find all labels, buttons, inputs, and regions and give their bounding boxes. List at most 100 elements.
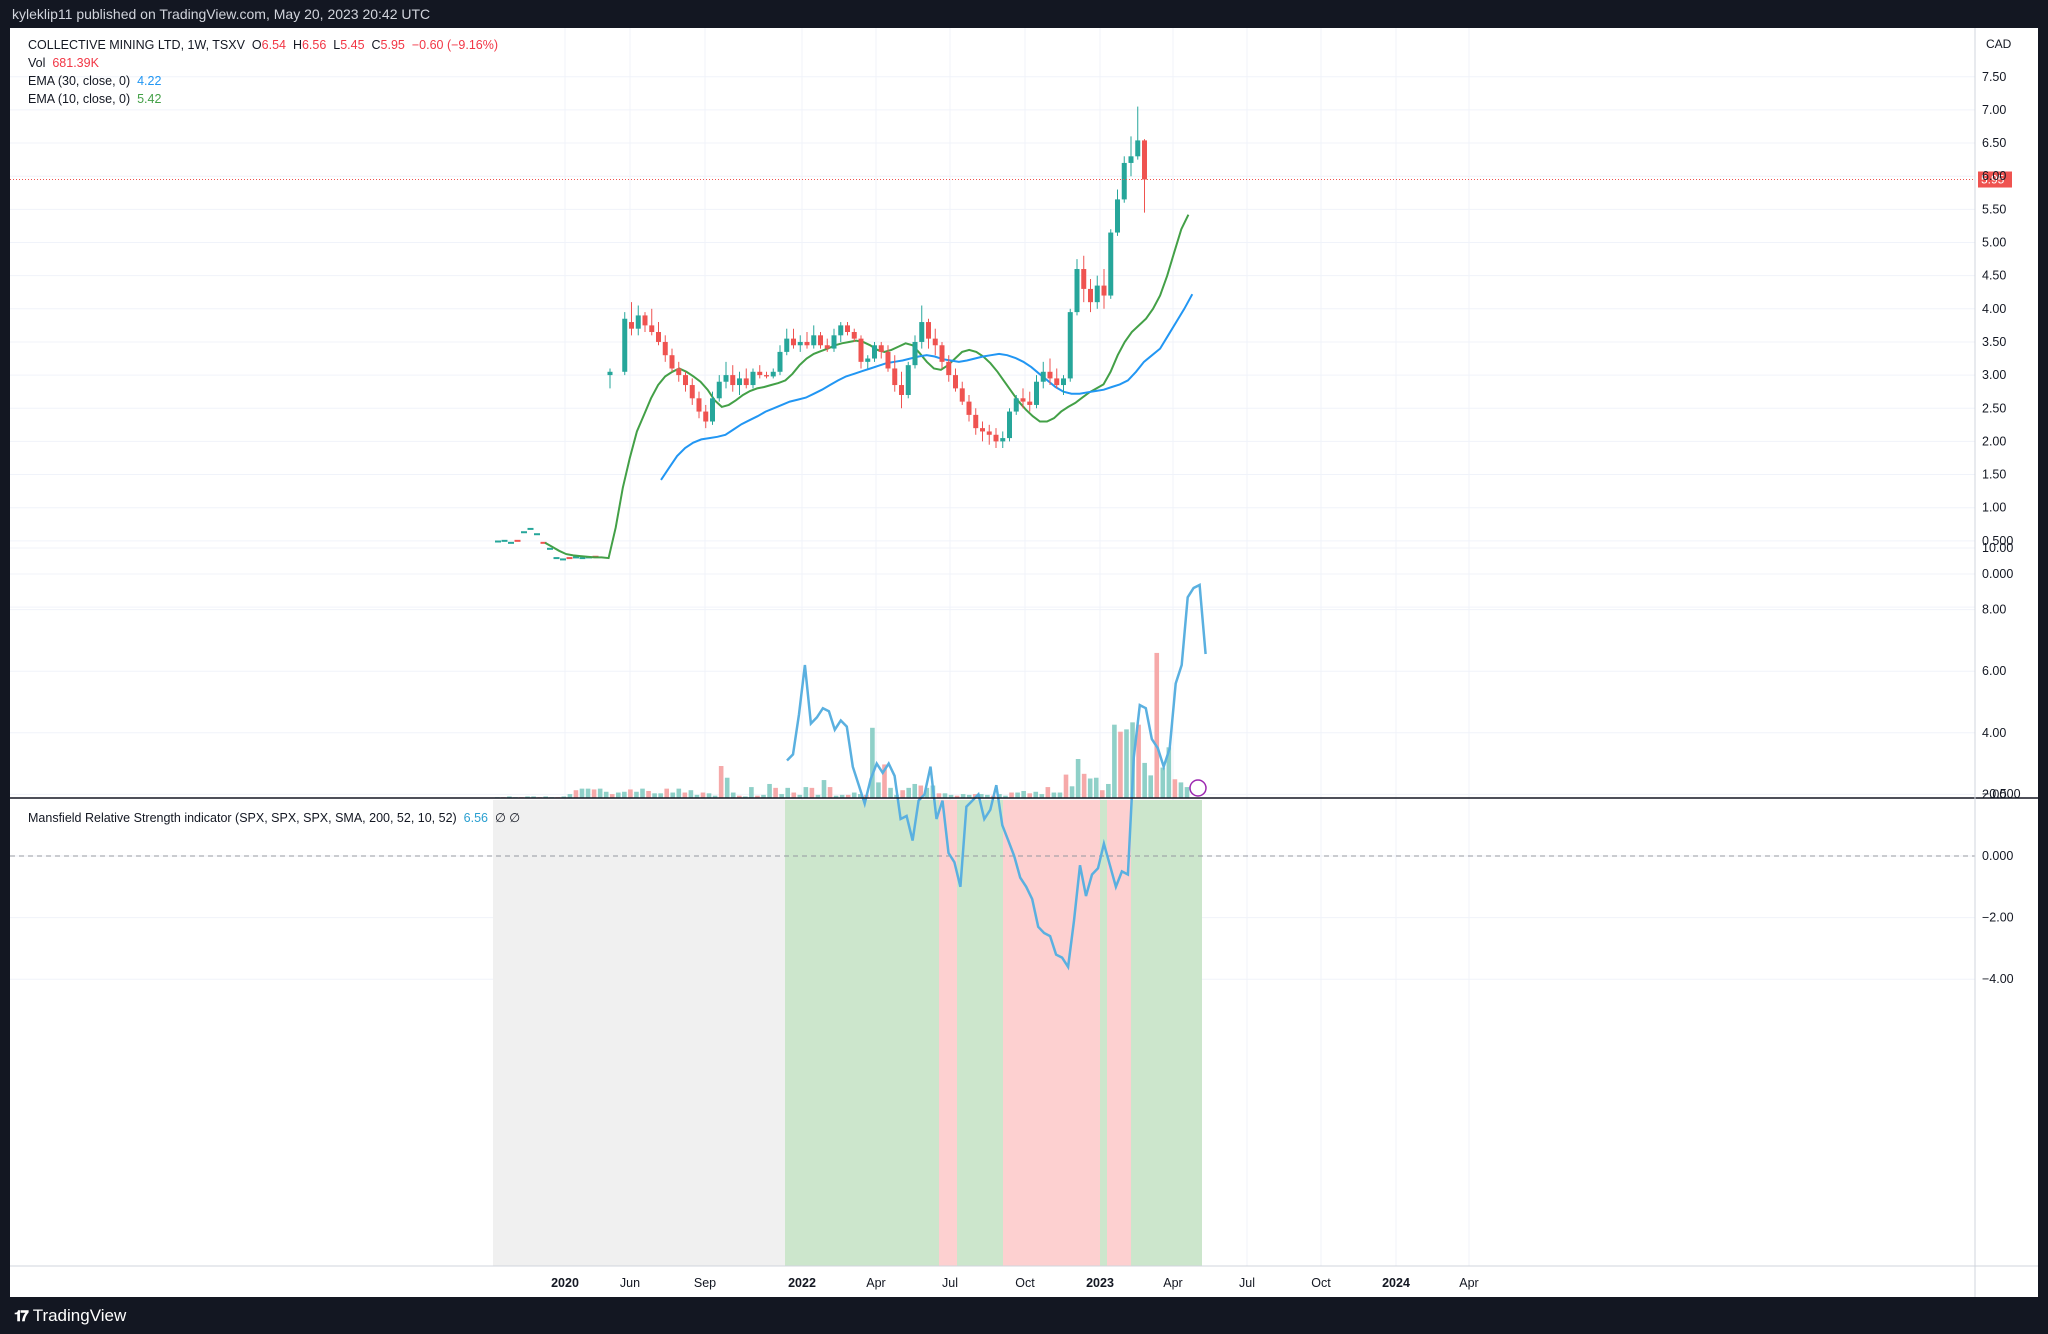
candle-body xyxy=(642,315,648,326)
candle-body xyxy=(865,358,871,362)
volume-bar xyxy=(567,794,573,798)
candle-body xyxy=(710,398,715,422)
volume-bar xyxy=(1100,790,1105,798)
mrs-tick-label: 0.000 xyxy=(1982,849,2013,863)
candle-body xyxy=(669,355,675,369)
candle-body xyxy=(1013,398,1019,412)
volume-bar xyxy=(724,777,730,798)
volume-value: 681.39K xyxy=(52,56,99,70)
mrs-zone-positive xyxy=(1100,800,1107,1266)
volume-bar xyxy=(591,789,597,798)
candle-body xyxy=(1094,285,1100,303)
mrs-zone-positive xyxy=(785,800,939,1266)
ema30-line xyxy=(660,293,1194,481)
volume-bar xyxy=(1051,792,1057,798)
volume-bar xyxy=(634,791,639,798)
currency-label: CAD xyxy=(1986,37,2012,51)
price-tick-label: 2.00 xyxy=(1982,434,2006,448)
last-price-tag xyxy=(1978,171,2012,188)
candle-body xyxy=(784,338,790,352)
price-tick-label: 3.00 xyxy=(1982,368,2006,382)
candle-body xyxy=(1081,269,1087,289)
volume-bar xyxy=(888,787,893,798)
candle-body xyxy=(1061,378,1066,386)
volume-bar xyxy=(730,792,736,798)
volume-bar xyxy=(573,790,579,798)
volume-bar xyxy=(1045,787,1051,798)
chart-svg[interactable]: 5.95 CAD 7.50 7.00 6.50 6.00 5.50 5.00 4.50 4.00 3… xyxy=(10,28,2038,1297)
volume-bar xyxy=(954,795,960,798)
candle-body xyxy=(723,375,729,382)
candle-body xyxy=(1142,140,1147,180)
candle-body xyxy=(818,335,823,346)
volume-bar xyxy=(1093,777,1099,798)
candle-body xyxy=(770,371,776,377)
volume-bar xyxy=(1142,762,1147,798)
volume-bar xyxy=(1033,791,1039,798)
publish-bar: kyleklip11 published on TradingView.com,… xyxy=(0,0,2048,28)
volume-bar xyxy=(658,793,663,798)
mrs-tick-label: 8.00 xyxy=(1982,603,2006,617)
candle-body xyxy=(750,371,756,386)
mrs-tick-label: 10.00 xyxy=(1982,541,2013,555)
volume-bar xyxy=(743,796,748,798)
candle-body xyxy=(656,332,661,342)
price-tick-label: 3.50 xyxy=(1982,335,2006,349)
candle-body xyxy=(622,318,628,372)
volume-bar xyxy=(906,787,911,798)
candle-body xyxy=(635,315,641,329)
footer-bar: 𝟏𝟕 TradingView xyxy=(0,1297,2048,1334)
volume-bar xyxy=(688,790,694,798)
volume-bar xyxy=(900,790,905,798)
price-tick-label: 6.50 xyxy=(1982,136,2006,150)
mrs-tick-label: −2.00 xyxy=(1982,911,2014,925)
change-value: −0.60 (−9.16%) xyxy=(411,38,499,52)
candle-body xyxy=(1088,288,1093,303)
candle-body xyxy=(1034,381,1039,405)
candle-body xyxy=(703,411,709,422)
candle-body xyxy=(838,325,844,336)
time-tick-label: Oct xyxy=(1311,1276,1331,1290)
price-tick-label: 6.00 xyxy=(1982,169,2006,183)
mrs-line xyxy=(786,583,1207,971)
time-tick-label: 2020 xyxy=(551,1276,579,1290)
chart-frame[interactable]: 5.95 CAD 7.50 7.00 6.50 6.00 5.50 5.00 4.50 4.00 3… xyxy=(10,28,2038,1297)
volume-bar xyxy=(1124,729,1129,798)
volume-bar xyxy=(1003,795,1008,798)
open-value: 6.54 xyxy=(261,38,286,52)
tradingview-logo-icon: 𝟏𝟕 xyxy=(14,1307,29,1325)
ema30-value: 4.22 xyxy=(137,74,162,88)
candle-body xyxy=(1000,438,1006,442)
candle-body xyxy=(993,434,999,442)
candle-body xyxy=(1054,378,1060,386)
candle-body xyxy=(831,335,837,349)
candle-body xyxy=(1020,398,1026,402)
volume-bar xyxy=(845,794,851,798)
tradingview-logo[interactable]: 𝟏𝟕 TradingView xyxy=(14,1306,126,1326)
volume-bar xyxy=(809,787,815,798)
time-tick-label: Sep xyxy=(694,1276,716,1290)
candle-body xyxy=(858,338,864,362)
volume-bar xyxy=(652,793,657,798)
volume-bar xyxy=(585,788,591,798)
volume-bar xyxy=(767,783,772,798)
symbol-line: COLLECTIVE MINING LTD, 1W, TSXV xyxy=(28,38,245,52)
mrs-tick-label: −4.00 xyxy=(1982,972,2014,986)
candle-body xyxy=(804,341,810,346)
time-tick-label: 2024 xyxy=(1382,1276,1410,1290)
price-tick-label: 4.50 xyxy=(1982,269,2006,283)
candle-body xyxy=(1007,411,1012,439)
volume-bar xyxy=(682,792,688,798)
time-tick-label: 2022 xyxy=(788,1276,816,1290)
candle-body xyxy=(716,381,722,399)
candle-body xyxy=(851,332,857,339)
volume-bar xyxy=(1136,724,1141,798)
volume-bar xyxy=(507,796,512,798)
candle-body xyxy=(973,414,979,429)
volume-bar xyxy=(960,794,966,798)
volume-bar xyxy=(755,795,760,798)
volume-bar xyxy=(858,794,863,798)
volume-bar xyxy=(718,766,724,798)
volume-bar xyxy=(1063,774,1069,798)
candle-body xyxy=(885,351,891,369)
